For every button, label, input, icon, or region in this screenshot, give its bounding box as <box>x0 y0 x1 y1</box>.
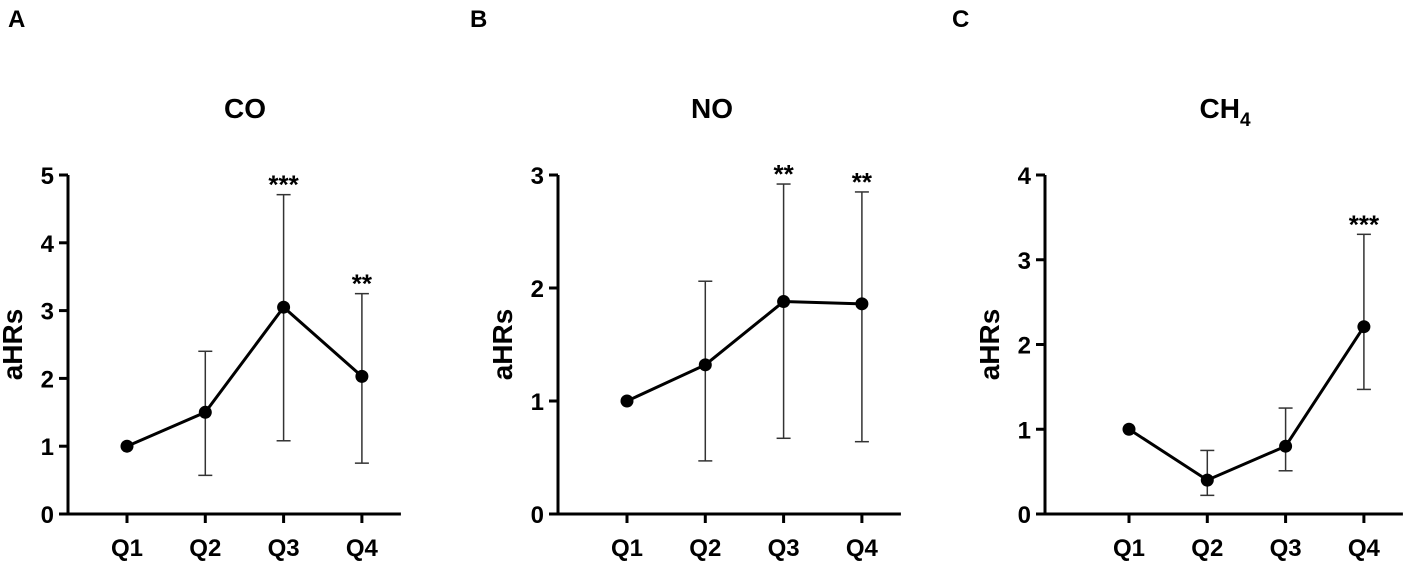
error-bar <box>1278 407 1293 472</box>
chart-title-text: CO <box>224 93 266 124</box>
chart-title-text: CH <box>1199 93 1239 124</box>
y-axis-label: aHRs <box>0 309 28 381</box>
chart-title-subscript: 4 <box>1240 110 1251 131</box>
x-tick-label: Q2 <box>689 535 721 562</box>
significance-label: ** <box>852 167 873 197</box>
significance-label: *** <box>268 170 299 200</box>
y-tick-label: 0 <box>531 502 544 529</box>
panel-letter: A <box>8 6 25 33</box>
data-point <box>1122 422 1136 436</box>
x-tick-label: Q4 <box>346 535 379 562</box>
x-tick-label: Q4 <box>1348 535 1381 562</box>
data-point <box>1200 473 1214 487</box>
y-axis-label: aHRs <box>974 309 1005 381</box>
error-bar <box>1200 449 1215 497</box>
y-tick-label: 2 <box>1018 333 1031 360</box>
error-bar <box>776 183 791 440</box>
y-tick-label: 0 <box>41 502 54 529</box>
y-tick-label: 4 <box>1018 163 1032 190</box>
y-tick-label: 5 <box>41 163 54 190</box>
y-tick-label: 0 <box>1018 502 1031 529</box>
y-tick-label: 3 <box>531 163 544 190</box>
significance-label: *** <box>1349 209 1380 239</box>
series-line <box>626 300 862 403</box>
x-tick-label: Q2 <box>1191 535 1223 562</box>
data-point <box>855 297 869 311</box>
data-point <box>698 358 712 372</box>
panel-letter: B <box>470 6 487 33</box>
chart-title-text: NO <box>691 93 733 124</box>
series-line <box>126 305 363 448</box>
x-tick-label: Q4 <box>846 535 879 562</box>
chart-title: NO <box>691 93 733 124</box>
data-point <box>620 394 634 408</box>
data-point <box>198 405 212 419</box>
x-tick-label: Q3 <box>768 535 800 562</box>
y-tick-label: 3 <box>1018 248 1031 275</box>
significance-label: ** <box>773 159 794 189</box>
series-line <box>1128 325 1366 482</box>
chart-title: CO <box>224 93 266 124</box>
data-point <box>120 439 134 453</box>
significance-label: ** <box>352 269 373 299</box>
data-point <box>1279 439 1293 453</box>
error-bar <box>276 193 291 442</box>
x-tick-label: Q3 <box>268 535 300 562</box>
y-tick-label: 4 <box>41 231 55 258</box>
x-tick-label: Q1 <box>111 535 143 562</box>
chart-panel-b: B NO aHRs 0 1 2 3 Q1 Q2 Q3 Q4 ** ** <box>470 6 901 562</box>
y-tick-label: 1 <box>531 389 544 416</box>
x-tick-label: Q1 <box>611 535 643 562</box>
data-point <box>1357 320 1371 334</box>
error-bar <box>1356 233 1371 391</box>
chart-title: CH4 <box>1199 93 1250 131</box>
data-point <box>777 295 791 309</box>
y-tick-label: 3 <box>41 299 54 326</box>
x-tick-label: Q3 <box>1270 535 1302 562</box>
data-point <box>277 300 291 314</box>
y-tick-label: 2 <box>41 366 54 393</box>
panel-letter: C <box>952 6 969 33</box>
y-tick-label: 1 <box>1018 417 1031 444</box>
y-axis-label: aHRs <box>487 309 518 381</box>
x-tick-label: Q1 <box>1113 535 1145 562</box>
y-tick-label: 1 <box>41 434 54 461</box>
y-tick-label: 2 <box>531 276 544 303</box>
data-point <box>355 369 369 383</box>
error-bar <box>854 191 869 443</box>
x-tick-label: Q2 <box>189 535 221 562</box>
